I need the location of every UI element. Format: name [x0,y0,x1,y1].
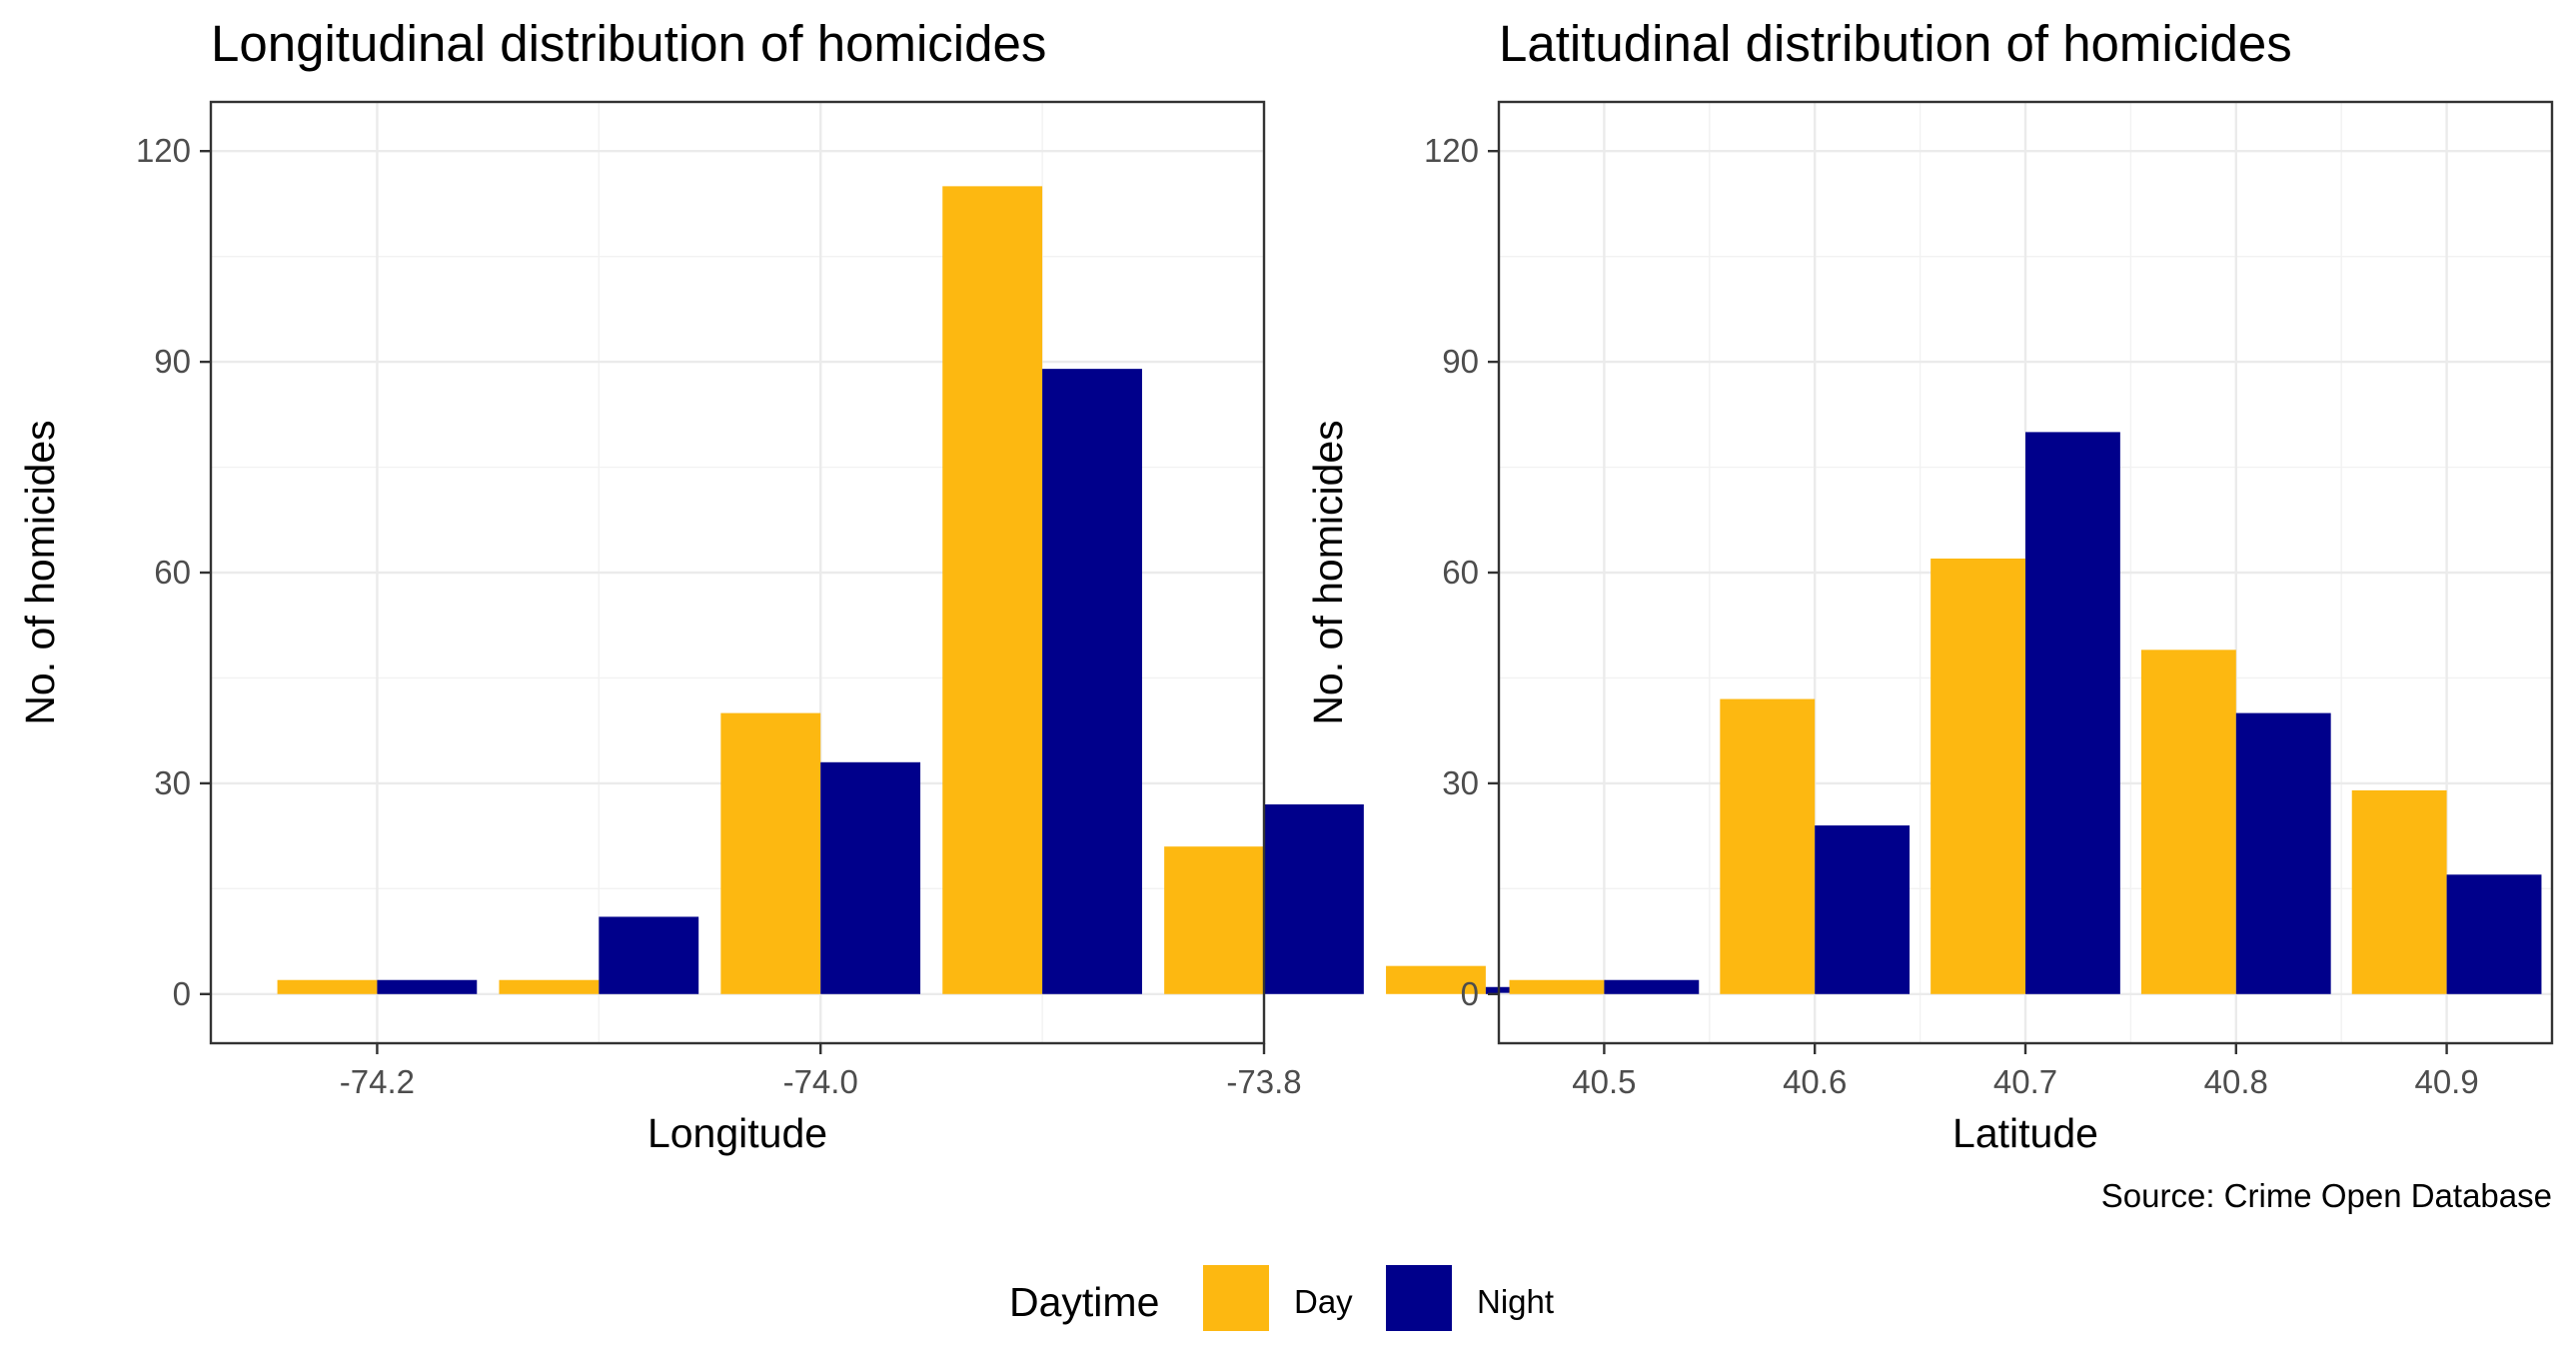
bar-day [2140,650,2236,994]
bar-night [1042,369,1142,994]
y-axis-title: No. of homicides [1305,420,1351,724]
bar-day [1931,558,2025,994]
bar-day [277,979,378,994]
x-tick-label: -74.0 [783,1063,858,1100]
bar-day [1720,698,1816,994]
bar-day [942,186,1043,994]
legend-title: Daytime [1009,1279,1159,1325]
bar-day [2351,789,2447,994]
bars [277,186,1586,994]
bar-day [1386,965,1486,994]
bars [1509,432,2542,994]
source-caption: Source: Crime Open Database [2101,1177,2552,1214]
chart-title: Longitudinal distribution of homicides [211,15,1046,72]
bar-night [599,916,699,994]
chart-title: Latitudinal distribution of homicides [1499,15,2292,72]
bar-night [377,979,478,994]
bar-night [1604,979,1700,994]
y-ticks: 0 30 60 90 120 [1424,132,1499,1012]
y-tick-label: 60 [1442,554,1479,591]
longitude-chart: Longitudinal distribution of homicides 0… [17,15,1586,1156]
x-tick-label: 40.9 [2414,1063,2478,1100]
bar-night [2446,874,2542,994]
x-tick-label: -73.8 [1226,1063,1301,1100]
y-tick-label: 120 [136,132,191,169]
y-tick-label: 120 [1424,132,1479,169]
y-axis-title: No. of homicides [17,420,63,724]
x-tick-label: -74.2 [340,1063,415,1100]
bar-night [2025,432,2120,994]
x-tick-label: 40.8 [2204,1063,2268,1100]
y-ticks: 0 30 60 90 120 [136,132,211,1012]
y-tick-label: 30 [1442,764,1479,801]
x-ticks: 40.5 40.6 40.7 40.8 40.9 [1572,1043,2479,1100]
y-tick-label: 0 [1461,975,1479,1012]
bar-day [1509,979,1605,994]
legend-label-day: Day [1294,1283,1353,1320]
x-tick-label: 40.5 [1572,1063,1636,1100]
y-tick-label: 90 [1442,343,1479,380]
y-tick-label: 60 [154,554,191,591]
y-tick-label: 30 [154,764,191,801]
x-tick-label: 40.6 [1783,1063,1847,1100]
bar-night [820,761,921,994]
y-tick-label: 0 [173,975,191,1012]
x-axis-title: Longitude [647,1110,827,1156]
bar-night [2235,712,2331,994]
legend-label-night: Night [1477,1283,1554,1320]
bar-day [720,712,821,994]
x-tick-label: 40.7 [1993,1063,2057,1100]
bar-night [1264,803,1364,994]
latitude-chart: Latitudinal distribution of homicides 0 3… [1305,15,2554,1156]
bar-day [1164,846,1264,994]
y-tick-label: 90 [154,343,191,380]
bar-day [499,979,600,994]
bar-night [1815,825,1911,994]
legend-key-night [1386,1265,1452,1331]
legend-key-day [1203,1265,1269,1331]
x-ticks: -74.2 -74.0 -73.8 [340,1043,1302,1100]
legend: Daytime Day Night [1009,1265,1554,1331]
x-axis-title: Latitude [1952,1110,2098,1156]
